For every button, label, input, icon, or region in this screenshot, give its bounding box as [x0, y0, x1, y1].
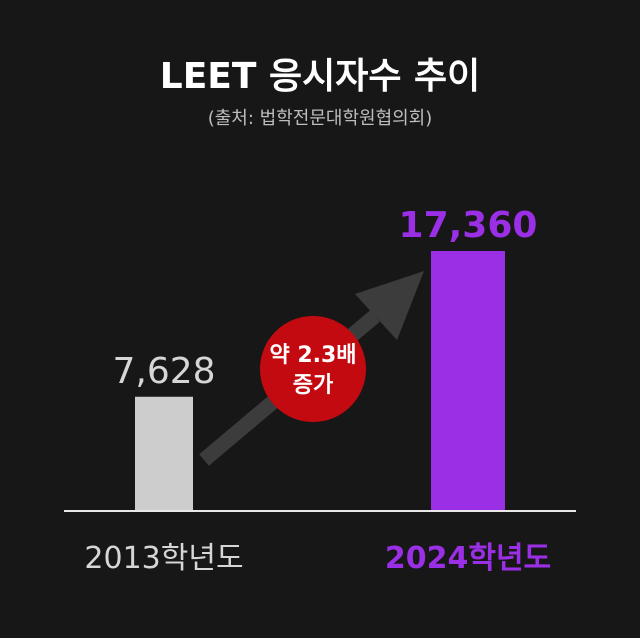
chart-subtitle: (출처: 법학전문대학원협의회) [208, 108, 433, 129]
growth-badge: 약 2.3배 증가 [260, 316, 366, 422]
bars: 7,628 2013학년도 17,360 2024학년도 [84, 205, 551, 576]
value-label-0: 7,628 [112, 351, 215, 392]
category-label-0: 2013학년도 [84, 541, 243, 576]
growth-badge-line2: 증가 [293, 373, 333, 398]
category-label-1: 2024학년도 [385, 541, 551, 576]
value-label-1: 17,360 [399, 205, 538, 246]
chart-title: LEET 응시자수 추이 [160, 56, 480, 97]
growth-badge-line1: 약 2.3배 [269, 343, 356, 368]
bar-0 [135, 396, 193, 511]
bar-1 [431, 251, 505, 511]
growth-arrow-head [355, 271, 424, 340]
growth-badge-circle [260, 316, 366, 422]
